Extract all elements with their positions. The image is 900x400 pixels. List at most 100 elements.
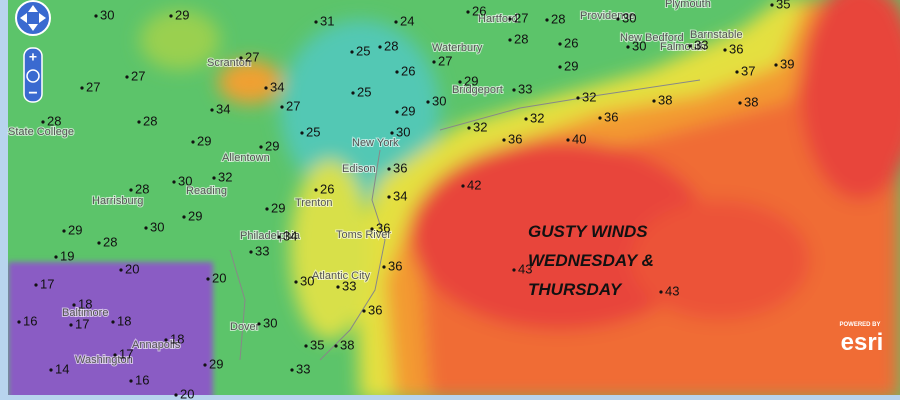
- station-dot: [467, 126, 471, 130]
- city-label: Philadelphia: [240, 230, 301, 242]
- station-dot: [616, 17, 620, 21]
- station-value: 43: [518, 261, 532, 276]
- station-value: 38: [744, 94, 758, 109]
- station-value: 33: [255, 243, 269, 258]
- station-value: 27: [86, 79, 100, 94]
- pan-right[interactable]: [39, 13, 46, 23]
- station-dot: [387, 195, 391, 199]
- station-dot: [350, 50, 354, 54]
- station-dot: [524, 117, 528, 121]
- station-value: 28: [384, 38, 398, 53]
- pan-left[interactable]: [20, 13, 27, 23]
- station-value: 29: [271, 200, 285, 215]
- station-dot: [129, 379, 133, 383]
- station-dot: [249, 250, 253, 254]
- station-value: 33: [296, 361, 310, 376]
- city-label: State College: [8, 126, 74, 138]
- station-value: 30: [300, 273, 314, 288]
- station-dot: [351, 91, 355, 95]
- annotation-line: WEDNESDAY &: [528, 251, 654, 270]
- station-dot: [174, 393, 178, 397]
- station-value: 32: [530, 110, 544, 125]
- station-dot: [280, 105, 284, 109]
- station-dot: [265, 207, 269, 211]
- annotation-line: GUSTY WINDS: [528, 222, 648, 241]
- city-label: Toms River: [336, 229, 391, 241]
- zoom-out[interactable]: −: [28, 85, 37, 102]
- station-dot: [598, 116, 602, 120]
- station-value: 17: [40, 276, 54, 291]
- station-value: 28: [143, 113, 157, 128]
- station-value: 25: [356, 43, 370, 58]
- station-value: 30: [396, 124, 410, 139]
- station-value: 34: [270, 79, 284, 94]
- station-dot: [395, 70, 399, 74]
- station-dot: [206, 277, 210, 281]
- annotation: GUSTY WINDS WEDNESDAY & THURSDAY: [528, 222, 654, 299]
- station-value: 35: [776, 0, 790, 11]
- station-dot: [461, 184, 465, 188]
- station-value: 29: [68, 222, 82, 237]
- station-value: 29: [209, 356, 223, 371]
- station-dot: [512, 268, 516, 272]
- station-value: 28: [135, 181, 149, 196]
- station-dot: [314, 20, 318, 24]
- esri-wordmark: esri: [841, 329, 884, 356]
- zoom-in[interactable]: +: [29, 49, 37, 65]
- station-value: 30: [100, 7, 114, 22]
- station-dot: [502, 138, 506, 142]
- powered-by: POWERED BY: [839, 322, 880, 328]
- station-dot: [290, 368, 294, 372]
- city-label: Atlantic City: [312, 270, 371, 282]
- station-value: 27: [514, 10, 528, 25]
- station-dot: [314, 188, 318, 192]
- station-value: 37: [741, 63, 755, 78]
- station-value: 27: [131, 68, 145, 83]
- station-dot: [426, 100, 430, 104]
- station-value: 30: [622, 10, 636, 25]
- globe-button[interactable]: [26, 69, 40, 83]
- station-dot: [362, 309, 366, 313]
- station-value: 34: [216, 101, 230, 116]
- zoom-bar: [23, 47, 43, 103]
- station-dot: [382, 265, 386, 269]
- station-value: 17: [75, 316, 89, 331]
- pan-up[interactable]: [28, 5, 38, 12]
- station-value: 25: [306, 124, 320, 139]
- station-value: 36: [376, 220, 390, 235]
- station-dot: [111, 320, 115, 324]
- station-dot: [378, 45, 382, 49]
- station-dot: [212, 176, 216, 180]
- station-dot: [17, 320, 21, 324]
- station-value: 24: [400, 13, 414, 28]
- city-label: Waterbury: [432, 42, 483, 54]
- pan-control[interactable]: [15, 0, 51, 36]
- station-value: 36: [393, 160, 407, 175]
- station-value: 33: [342, 278, 356, 293]
- station-dot: [259, 145, 263, 149]
- station-dot: [294, 280, 298, 284]
- city-label: Dover: [230, 321, 260, 333]
- station-value: 19: [60, 248, 74, 263]
- station-value: 30: [263, 315, 277, 330]
- station-dot: [432, 60, 436, 64]
- station-value: 32: [582, 89, 596, 104]
- station-value: 36: [508, 131, 522, 146]
- station-value: 30: [632, 38, 646, 53]
- station-dot: [62, 229, 66, 233]
- station-dot: [169, 14, 173, 18]
- station-value: 30: [150, 219, 164, 234]
- station-value: 16: [23, 313, 37, 328]
- city-label: Bridgeport: [452, 84, 503, 96]
- city-label: New Bedford: [620, 32, 684, 44]
- station-value: 32: [218, 169, 232, 184]
- station-value: 34: [283, 228, 297, 243]
- station-value: 29: [464, 73, 478, 88]
- pan-down[interactable]: [28, 24, 38, 31]
- station-dot: [125, 75, 129, 79]
- station-dot: [626, 45, 630, 49]
- station-value: 30: [432, 93, 446, 108]
